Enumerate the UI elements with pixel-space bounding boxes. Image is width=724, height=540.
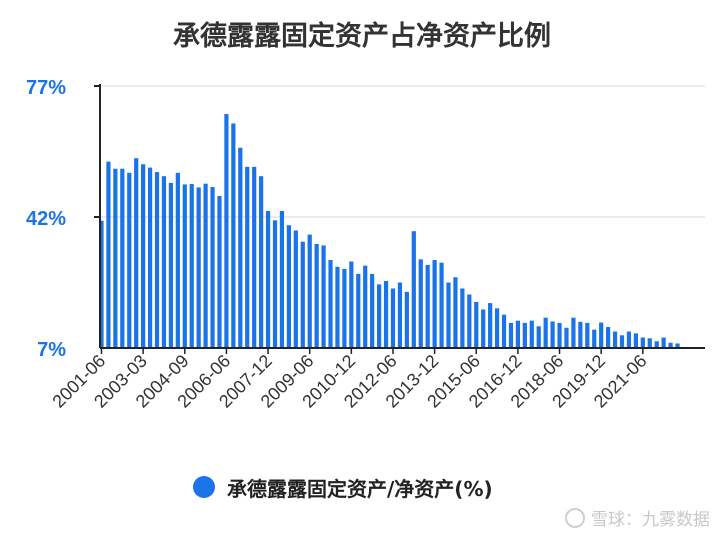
bar[interactable] — [203, 183, 208, 348]
bar[interactable] — [154, 172, 160, 348]
bar[interactable] — [494, 308, 500, 348]
bar[interactable] — [515, 320, 520, 348]
bar[interactable] — [99, 220, 104, 348]
bar[interactable] — [196, 187, 201, 348]
bar[interactable] — [599, 322, 604, 348]
bar[interactable] — [592, 329, 597, 348]
bar[interactable] — [106, 161, 111, 348]
bar[interactable] — [238, 147, 243, 348]
bar[interactable] — [564, 327, 569, 348]
bar[interactable] — [585, 322, 590, 348]
bar[interactable] — [501, 314, 507, 348]
watermark: 雪球：九雾数据 — [565, 505, 710, 530]
bar[interactable] — [453, 277, 458, 348]
bar[interactable] — [418, 259, 423, 348]
bar[interactable] — [265, 211, 271, 348]
bar[interactable] — [488, 303, 493, 348]
bar[interactable] — [383, 281, 389, 348]
bar[interactable] — [307, 234, 312, 348]
bar[interactable] — [640, 337, 645, 348]
bar[interactable] — [259, 176, 264, 348]
bar[interactable] — [356, 273, 361, 348]
legend[interactable]: 承德露露固定资产/净资产(%) — [193, 474, 493, 501]
bar[interactable] — [626, 331, 632, 348]
bar[interactable] — [349, 261, 354, 348]
bar[interactable] — [675, 343, 680, 348]
bar[interactable] — [432, 260, 437, 348]
bar[interactable] — [217, 196, 222, 348]
bar[interactable] — [529, 320, 534, 348]
bar[interactable] — [147, 167, 153, 348]
legend-marker — [193, 476, 215, 498]
bar[interactable] — [606, 327, 611, 348]
bar[interactable] — [557, 322, 562, 348]
bar[interactable] — [113, 168, 118, 348]
bar[interactable] — [543, 317, 548, 348]
bar[interactable] — [252, 166, 257, 348]
bar[interactable] — [210, 187, 215, 348]
bar[interactable] — [168, 182, 173, 348]
bar[interactable] — [654, 341, 659, 348]
bar[interactable] — [397, 282, 403, 349]
bar[interactable] — [363, 265, 368, 348]
bar[interactable] — [321, 245, 326, 348]
bar[interactable] — [668, 342, 673, 348]
snowball-logo-icon — [565, 507, 585, 528]
bar[interactable] — [342, 269, 347, 348]
bar[interactable] — [127, 172, 132, 348]
bar[interactable] — [612, 331, 618, 348]
bar[interactable] — [286, 225, 291, 348]
bar[interactable] — [120, 168, 125, 348]
bar[interactable] — [141, 164, 146, 348]
bar[interactable] — [335, 266, 340, 348]
bar[interactable] — [231, 123, 236, 349]
bar[interactable] — [661, 337, 666, 348]
bar[interactable] — [272, 220, 278, 348]
bar[interactable] — [404, 291, 409, 348]
bar[interactable] — [175, 172, 180, 348]
y-tick-label: 77% — [26, 77, 66, 99]
bar[interactable] — [536, 326, 541, 348]
bar[interactable] — [314, 243, 319, 348]
bar[interactable] — [425, 264, 430, 348]
watermark-text: 雪球：九雾数据 — [591, 510, 710, 530]
chart-title: 承德露露固定资产占净资产比例 — [173, 21, 551, 52]
bar[interactable] — [224, 114, 229, 348]
bar[interactable] — [411, 231, 416, 348]
bar[interactable] — [633, 333, 638, 348]
bar[interactable] — [439, 262, 444, 348]
bar[interactable] — [508, 322, 514, 348]
bar[interactable] — [647, 338, 652, 348]
bar[interactable] — [182, 184, 187, 348]
bar[interactable] — [279, 211, 285, 348]
bar[interactable] — [390, 288, 396, 348]
bar[interactable] — [328, 260, 333, 348]
bar[interactable] — [377, 284, 382, 348]
bar[interactable] — [481, 309, 486, 348]
bar[interactable] — [550, 321, 555, 348]
bar[interactable] — [300, 241, 305, 348]
bar[interactable] — [370, 273, 375, 348]
bar[interactable] — [161, 176, 167, 348]
bar[interactable] — [467, 294, 472, 348]
bar[interactable] — [245, 166, 250, 348]
bar[interactable] — [522, 322, 527, 348]
y-tick-label: 7% — [37, 339, 66, 361]
bar[interactable] — [189, 184, 194, 348]
bar[interactable] — [578, 321, 583, 348]
bar[interactable] — [460, 288, 465, 348]
bar[interactable] — [293, 230, 298, 348]
y-tick-label: 42% — [26, 208, 66, 230]
bar[interactable] — [446, 282, 451, 349]
bar[interactable] — [474, 301, 479, 348]
bar[interactable] — [134, 158, 139, 348]
bar[interactable] — [571, 317, 576, 348]
bar[interactable] — [619, 335, 625, 348]
legend-label: 承德露露固定资产/净资产(%) — [227, 476, 493, 501]
